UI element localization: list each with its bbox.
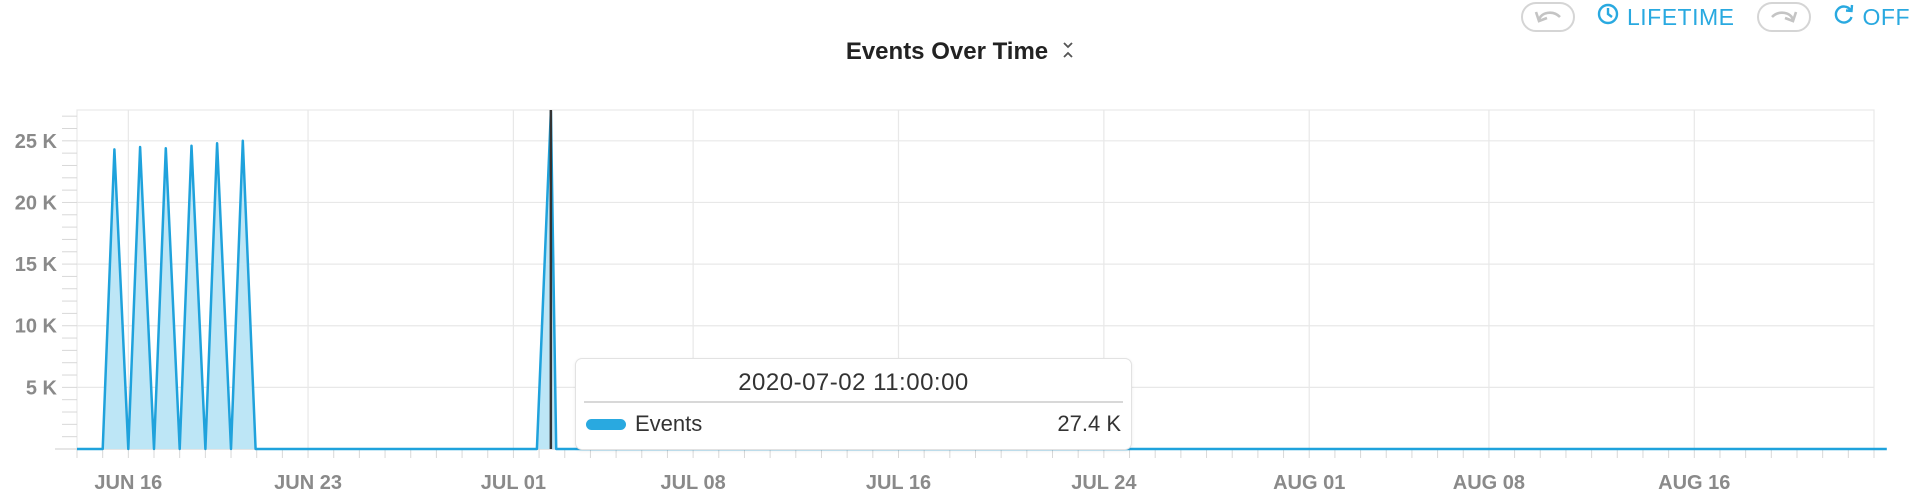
tooltip-series-value: 27.4 K [1057,411,1121,436]
x-tick-label: JUL 24 [1071,472,1137,494]
tooltip-divider [584,401,1123,403]
y-tick-label: 10 K [15,316,58,338]
tooltip-series-name: Events [635,411,703,436]
x-tick-label: JUN 16 [94,472,162,494]
hover-tooltip: 2020-07-02 11:00:00 Events 27.4 K [575,358,1132,450]
tooltip-date: 2020-07-02 11:00:00 [738,369,969,396]
y-tick-label: 20 K [15,192,58,214]
y-tick-label: 25 K [15,131,58,153]
chart-title: Events Over Time [845,38,1049,65]
collapse-toggle[interactable] [1062,41,1074,64]
refresh-icon [1833,3,1855,31]
chart-header: Events Over Time [0,38,1920,66]
x-tick-label: JUL 01 [481,472,546,494]
time-range-button[interactable]: LIFETIME [1597,3,1735,31]
redo-button[interactable] [1756,2,1811,32]
redo-icon [1769,7,1799,28]
x-tick-label: AUG 01 [1273,472,1345,494]
events-line [77,109,1887,451]
y-tick-label: 15 K [15,254,58,276]
x-tick-label: JUL 16 [866,472,931,494]
undo-icon [1533,7,1563,28]
x-tick-label: AUG 08 [1453,472,1525,494]
tooltip-series-swatch [586,418,626,430]
x-tick-label: JUL 08 [660,472,725,494]
y-tick-label: 5 K [26,377,58,399]
auto-refresh-label: OFF [1862,3,1910,30]
tooltip-series-row: Events 27.4 K [586,411,1121,437]
auto-refresh-button[interactable]: OFF [1833,3,1911,31]
chart-toolbar: LIFETIME OFF [1520,0,1911,34]
clock-icon [1597,3,1619,31]
undo-button[interactable] [1520,2,1575,32]
time-range-label: LIFETIME [1626,3,1735,30]
chevron-collapse-icon [1062,41,1074,64]
x-tick-label: AUG 16 [1658,472,1730,494]
x-tick-label: JUN 23 [274,472,342,494]
